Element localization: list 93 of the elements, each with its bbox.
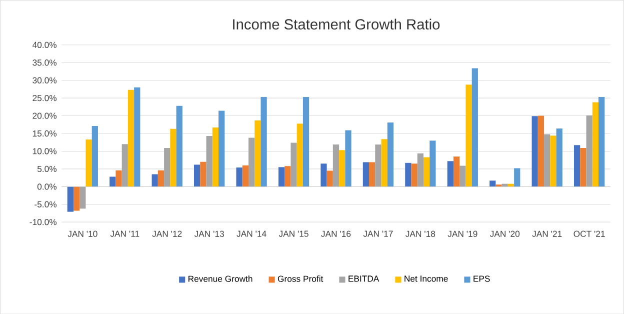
- y-tick-label: 20.0%: [32, 112, 57, 119]
- bar: [538, 116, 544, 187]
- x-tick-label: JAN '13: [194, 230, 224, 237]
- bar: [80, 186, 86, 208]
- y-tick-label: 10.0%: [32, 148, 57, 154]
- bar: [134, 87, 140, 187]
- y-tick-label: 30.0%: [32, 77, 57, 84]
- bar: [411, 163, 418, 187]
- bar: [339, 150, 346, 187]
- bar: [381, 139, 388, 187]
- chart-title: Income Statement Growth Ratio: [233, 18, 440, 30]
- bar: [466, 84, 472, 187]
- bar: [580, 148, 586, 187]
- bar: [128, 90, 134, 187]
- bar: [302, 96, 310, 187]
- y-tick-label: 15.0%: [32, 130, 57, 136]
- bar: [122, 144, 128, 187]
- y-tick-label: 5.0%: [37, 166, 57, 172]
- bar: [460, 166, 466, 187]
- bar: [248, 138, 255, 187]
- bar: [375, 144, 382, 187]
- legend-label: Revenue Growth: [188, 275, 252, 282]
- bar: [417, 153, 424, 187]
- bar: [92, 126, 98, 187]
- bar: [369, 162, 376, 187]
- bar: [236, 167, 242, 187]
- bar: [242, 165, 248, 187]
- legend-label: Net Income: [404, 276, 448, 282]
- bar: [387, 122, 394, 187]
- bar: [514, 168, 520, 187]
- x-tick-label: JAN '10: [68, 230, 98, 237]
- bar: [152, 174, 158, 187]
- bar: [430, 140, 436, 187]
- bar: [194, 164, 200, 187]
- bar: [544, 134, 550, 187]
- y-tick-label: 25.0%: [32, 94, 57, 101]
- x-tick-label: JAN '11: [110, 230, 140, 237]
- bar: [574, 145, 580, 187]
- bar: [218, 110, 225, 187]
- legend-label: EPS: [474, 276, 490, 282]
- y-tick-label: -5.0%: [34, 201, 57, 208]
- bar: [67, 186, 74, 212]
- bar: [332, 144, 340, 187]
- x-tick-label: OCT '21: [574, 230, 605, 237]
- y-tick-label: -10.0%: [30, 218, 57, 226]
- bar: [556, 128, 562, 187]
- bar: [532, 116, 538, 187]
- bar: [326, 170, 333, 187]
- x-tick-label: JAN '17: [363, 230, 393, 237]
- y-tick-label: 0.0%: [37, 183, 57, 190]
- y-tick-label: 40.0%: [32, 42, 57, 48]
- bar: [447, 161, 454, 187]
- bar: [345, 130, 352, 187]
- bar: [73, 186, 80, 211]
- y-tick-label: 35.0%: [32, 59, 57, 66]
- x-tick-label: JAN '12: [152, 230, 182, 237]
- legend-label: Gross Profit: [278, 275, 324, 282]
- x-tick-label: JAN '19: [448, 230, 478, 237]
- bar: [453, 156, 460, 187]
- bar: [116, 170, 122, 187]
- bar: [176, 106, 182, 187]
- bar: [592, 102, 598, 187]
- bar: [423, 157, 430, 187]
- x-tick-label: JAN '14: [236, 230, 266, 237]
- x-tick-label: JAN '18: [406, 230, 436, 237]
- bar: [598, 96, 605, 187]
- bar: [472, 68, 478, 187]
- bar: [170, 128, 176, 187]
- bar: [290, 142, 297, 187]
- bar: [110, 176, 116, 187]
- x-tick-label: JAN '16: [321, 230, 351, 237]
- bar: [550, 135, 556, 187]
- bar: [296, 123, 303, 187]
- bar: [158, 170, 164, 187]
- bar: [206, 136, 212, 187]
- bar: [278, 167, 285, 187]
- bar: [405, 162, 412, 187]
- bar: [490, 180, 496, 187]
- bar: [362, 162, 370, 187]
- x-tick-label: JAN '15: [278, 230, 308, 237]
- x-tick-label: JAN '20: [490, 230, 520, 237]
- bar: [86, 139, 92, 187]
- bar: [254, 120, 261, 187]
- bar: [200, 162, 206, 187]
- x-tick-label: JAN '21: [532, 230, 562, 237]
- bar: [586, 115, 592, 187]
- bar: [320, 163, 327, 187]
- bar: [164, 148, 170, 187]
- bar: [284, 166, 291, 187]
- bar: [212, 127, 219, 187]
- bar: [496, 184, 502, 187]
- bar: [260, 96, 267, 187]
- legend-label: EBITDA: [348, 276, 380, 282]
